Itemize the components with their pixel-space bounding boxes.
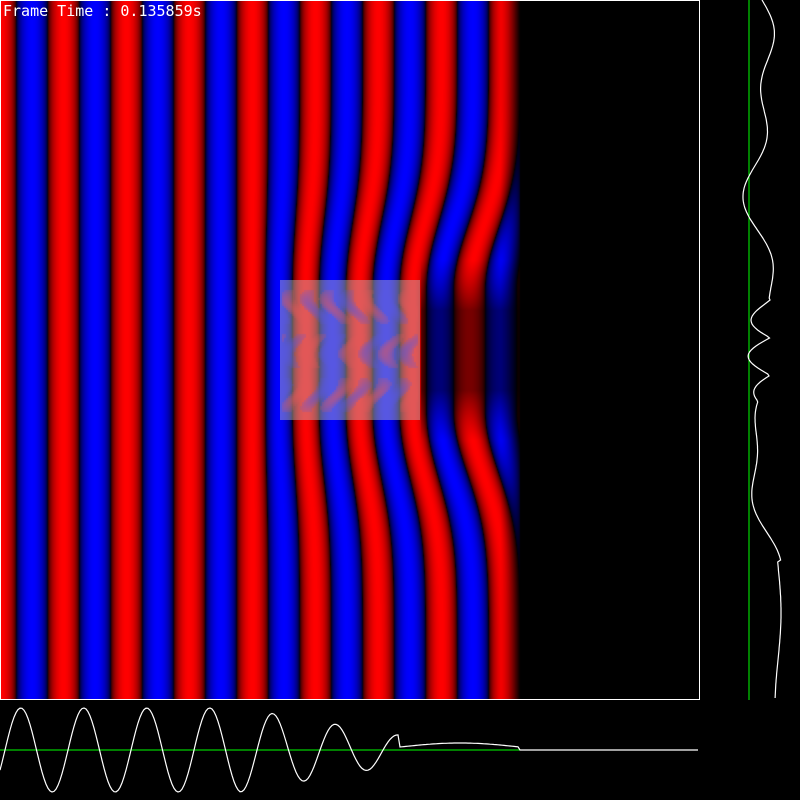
wave-field-canvas — [0, 0, 700, 700]
vertical-profile-trace — [742, 0, 782, 699]
vertical-profile-plot — [742, 0, 782, 700]
horizontal-profile-trace — [0, 707, 698, 793]
horizontal-profile-plot — [0, 707, 698, 793]
obstacle-region — [280, 280, 420, 420]
frame-time-label: Frame Time : 0.135859s — [3, 2, 202, 20]
